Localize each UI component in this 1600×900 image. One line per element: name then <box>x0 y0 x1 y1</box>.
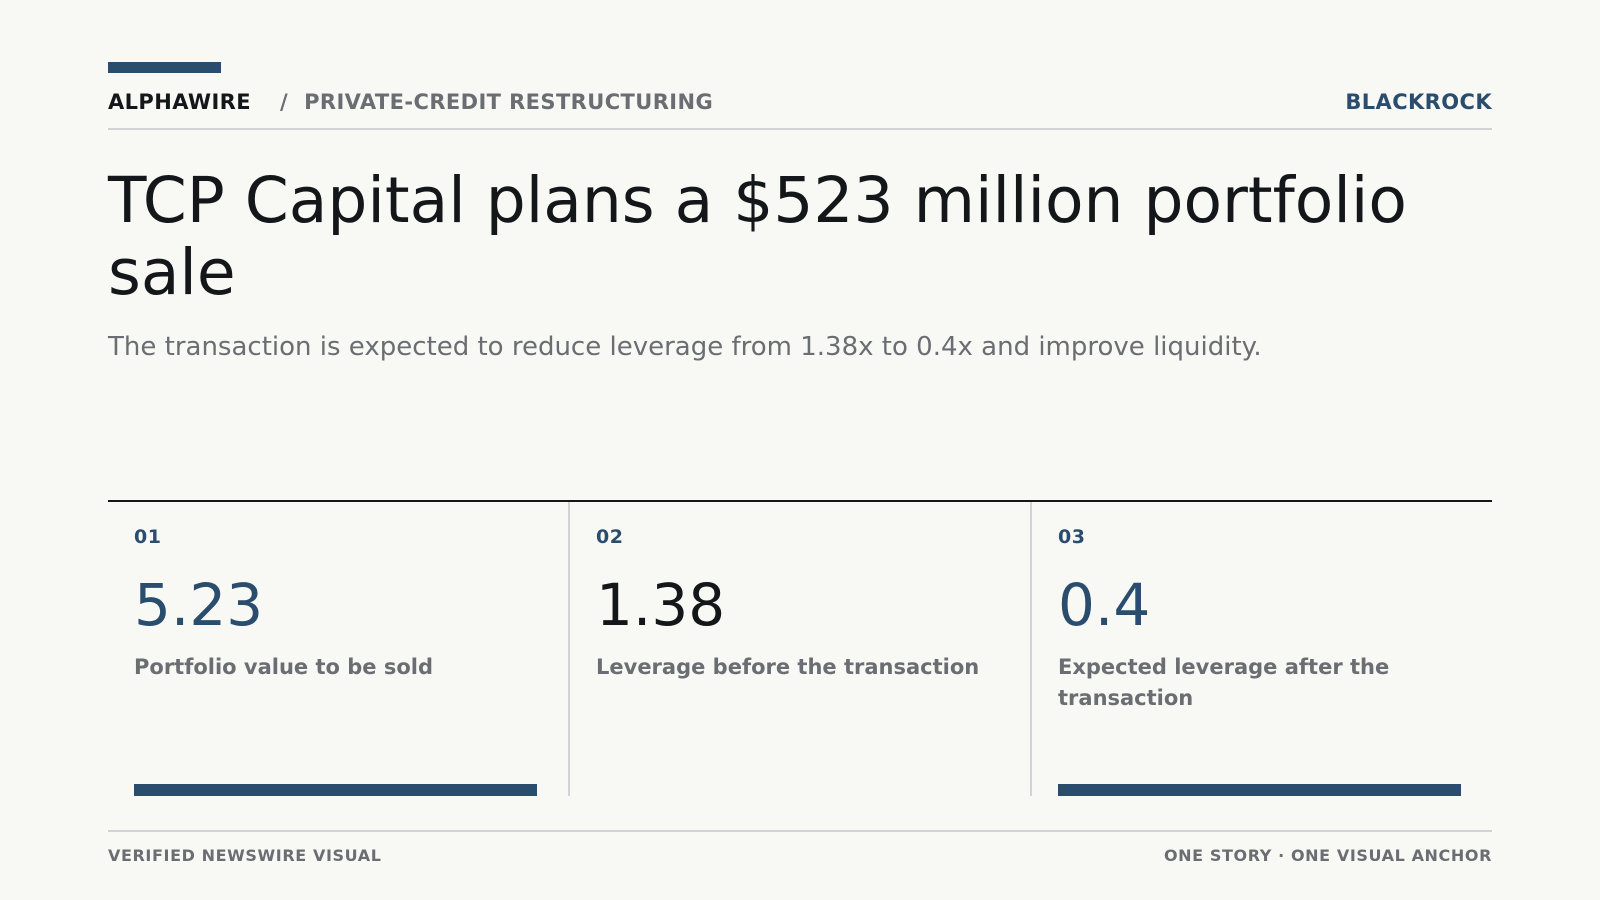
brand-name[interactable]: ALPHAWIRE <box>108 90 252 114</box>
stat-number: 01 <box>134 526 162 548</box>
stat-label: Leverage before the transaction <box>596 655 980 679</box>
footer-right-label: ONE STORY · ONE VISUAL ANCHOR <box>1163 846 1492 865</box>
stat-label: Portfolio value to be sold <box>134 655 433 679</box>
header: ALPHAWIRE / PRIVATE-CREDIT RESTRUCTURING… <box>108 90 1492 130</box>
breadcrumb-separator: / <box>280 90 289 114</box>
stat-number: 02 <box>596 526 624 548</box>
dek: The transaction is expected to reduce le… <box>108 332 1262 362</box>
stat-card: 03 0.4 Expected leverage after the trans… <box>1030 502 1492 796</box>
stat-value: 1.38 <box>596 571 726 639</box>
breadcrumb: ALPHAWIRE / PRIVATE-CREDIT RESTRUCTURING <box>108 90 713 114</box>
stat-value: 5.23 <box>134 571 264 639</box>
publisher-name[interactable]: BLACKROCK <box>1345 90 1492 114</box>
stat-value: 0.4 <box>1058 571 1151 639</box>
stat-accent-bar <box>134 784 537 796</box>
stat-accent-bar <box>1058 784 1461 796</box>
footer-left-label: VERIFIED NEWSWIRE VISUAL <box>108 846 382 865</box>
stat-card: 01 5.23 Portfolio value to be sold <box>108 502 568 796</box>
stats-row: 01 5.23 Portfolio value to be sold 02 1.… <box>108 500 1492 796</box>
stat-card: 02 1.38 Leverage before the transaction <box>568 502 1030 796</box>
stat-number: 03 <box>1058 526 1086 548</box>
section-label[interactable]: PRIVATE-CREDIT RESTRUCTURING <box>304 90 714 114</box>
headline: TCP Capital plans a $523 million portfol… <box>108 164 1407 309</box>
accent-bar <box>108 62 221 73</box>
footer: VERIFIED NEWSWIRE VISUAL ONE STORY · ONE… <box>108 830 1492 865</box>
stat-label: Expected leverage after the transaction <box>1058 655 1390 710</box>
